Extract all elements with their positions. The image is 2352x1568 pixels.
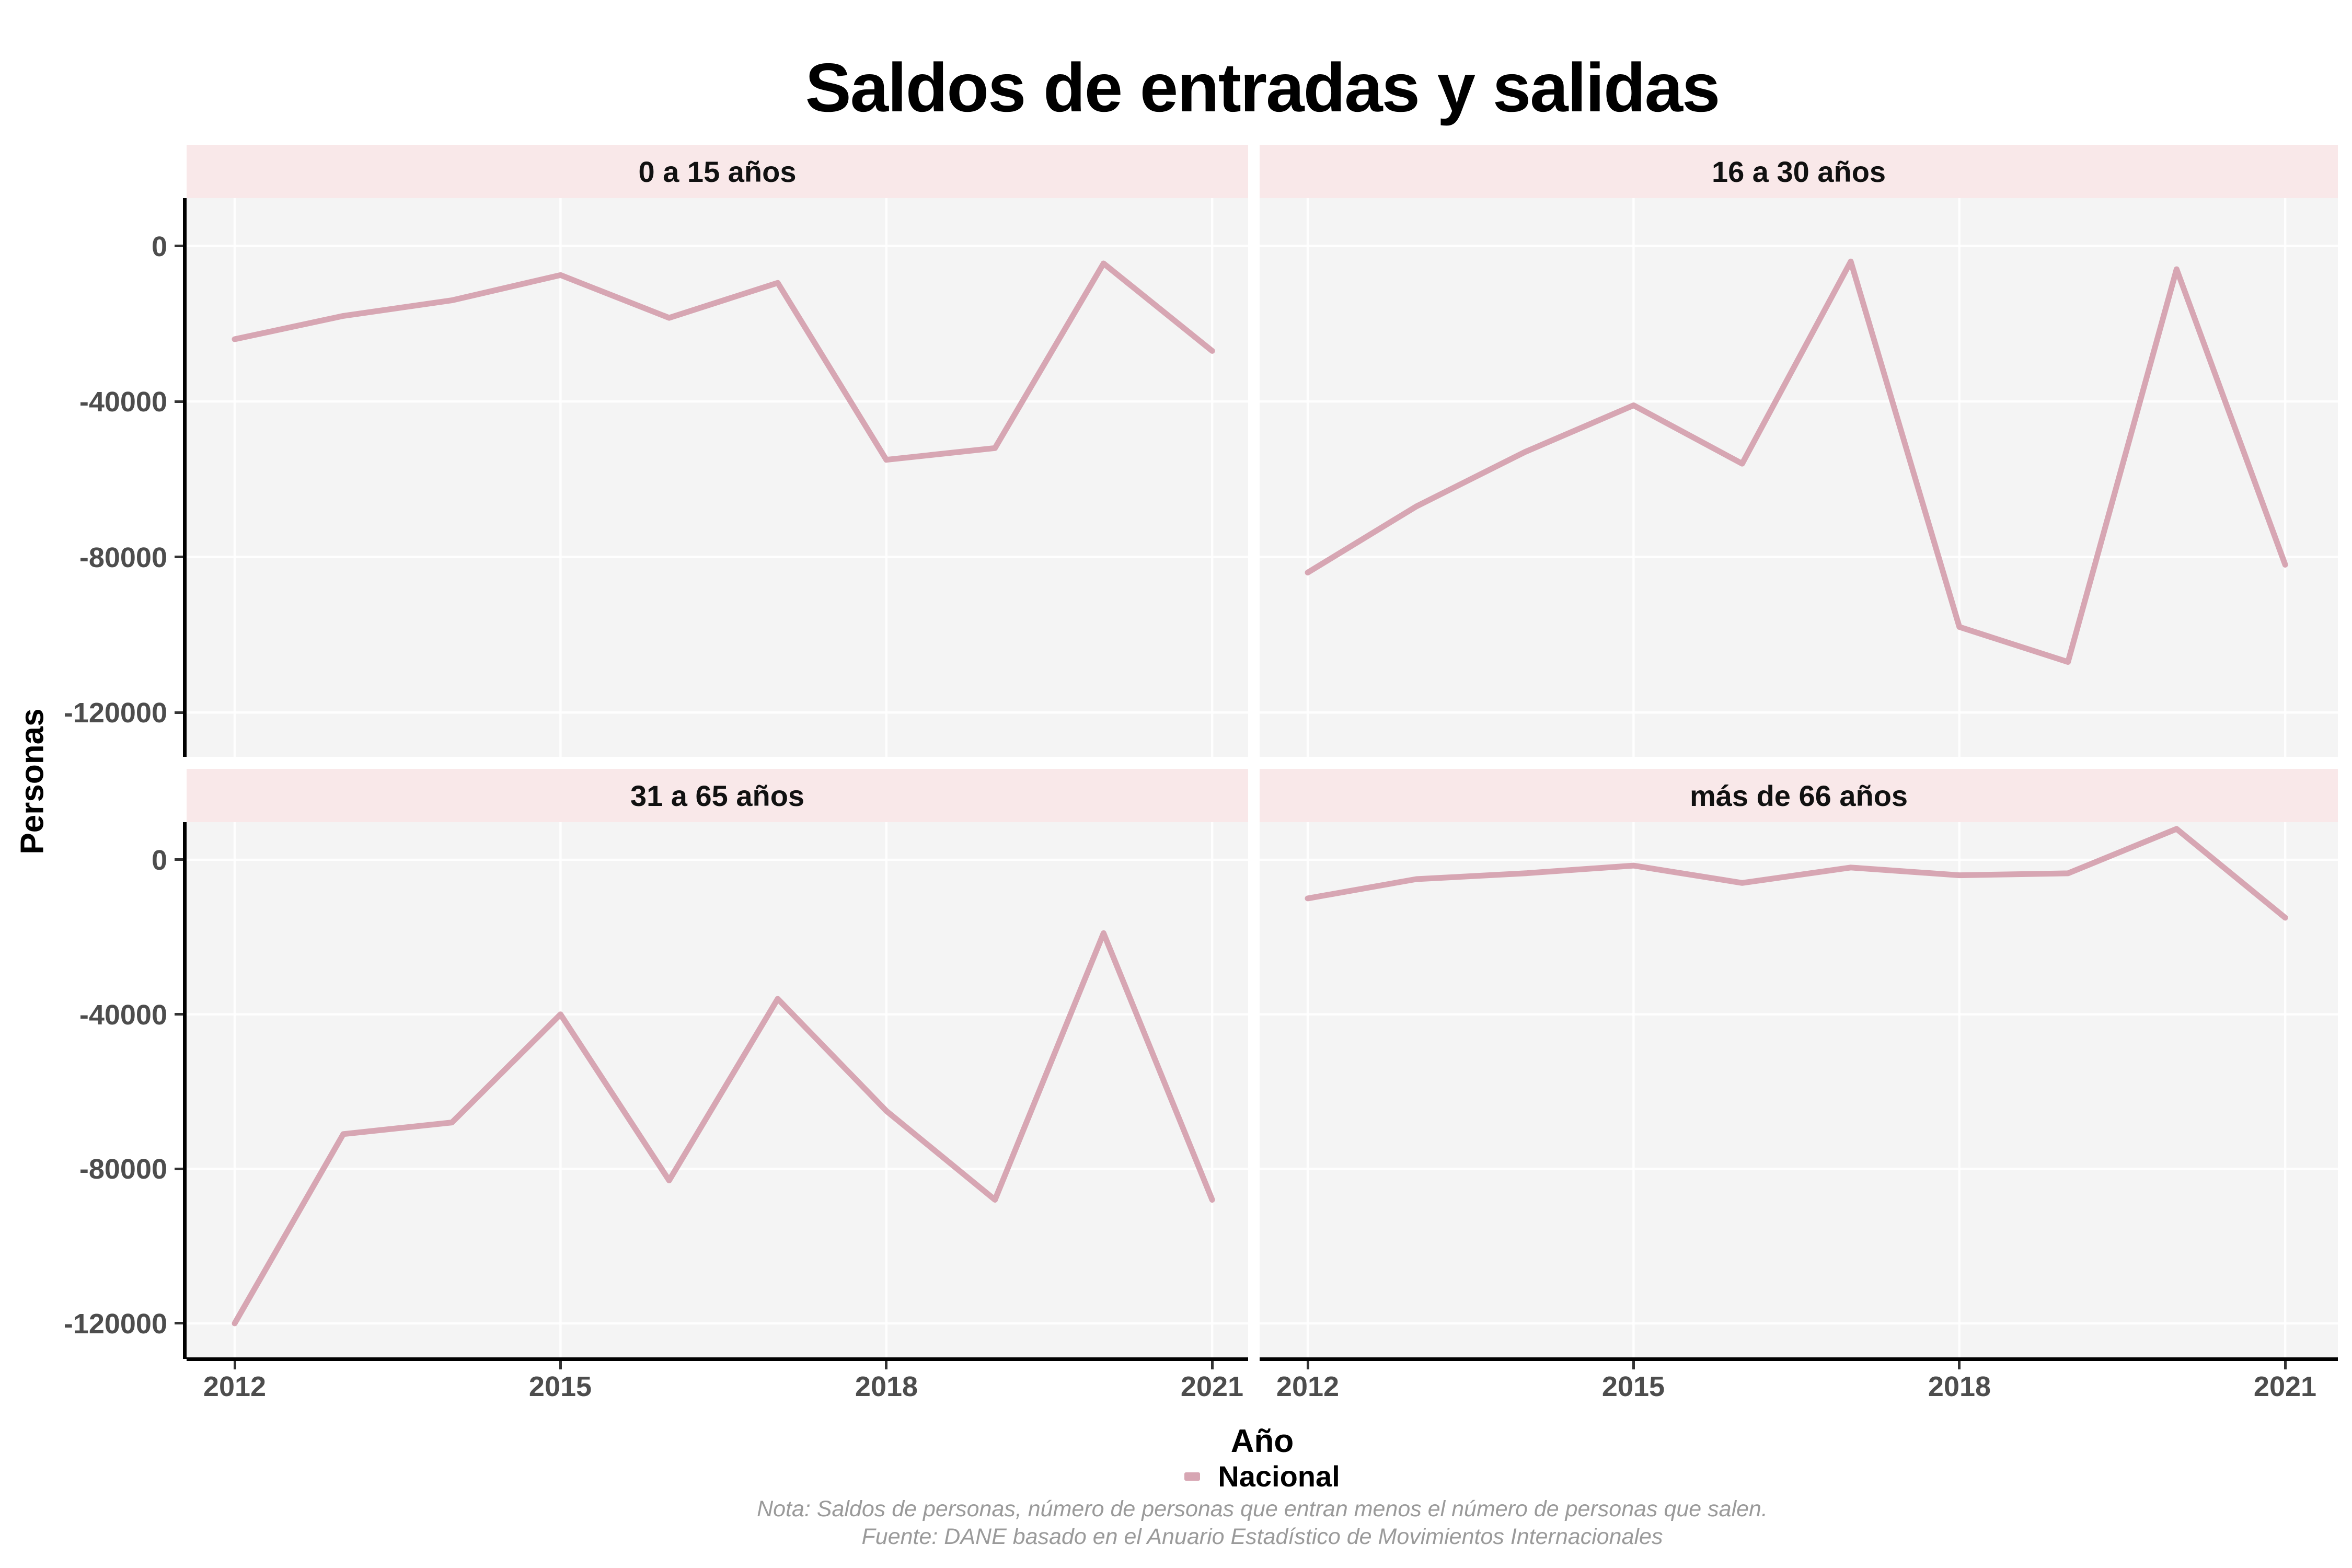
facet-strip-label: 0 a 15 años [638, 155, 797, 188]
x-axis-line [1260, 1357, 2338, 1361]
y-axis-line [183, 198, 187, 757]
legend: Nacional [187, 1459, 2338, 1493]
line-plot-16-30 [1260, 198, 2338, 757]
y-tick-mark [175, 1168, 183, 1170]
x-tick-mark [1211, 1361, 1214, 1369]
line-plot-31-65 [187, 822, 1248, 1359]
y-tick-mark [175, 400, 183, 403]
y-tick-label: 0 [151, 231, 167, 262]
x-tick-label: 2021 [1180, 1371, 1244, 1402]
y-axis-title: Personas [14, 708, 51, 855]
data-line-nacional [232, 930, 1215, 1327]
y-tick-label: -80000 [79, 542, 167, 573]
y-tick-label: -40000 [79, 999, 167, 1031]
facet-panel-16-30 [1260, 198, 2338, 757]
facet-strip-label: más de 66 años [1689, 779, 1908, 812]
facet-strip-0-15: 0 a 15 años [187, 145, 1248, 198]
y-tick-label: 0 [151, 845, 167, 876]
facet-strip-16-30: 16 a 30 años [1260, 145, 2338, 198]
y-axis-line [183, 822, 187, 1359]
x-tick-mark [885, 1361, 887, 1369]
y-tick-label: -120000 [63, 1308, 167, 1340]
data-line-nacional [1305, 826, 2288, 921]
facet-panel-mas-66 [1260, 822, 2338, 1359]
x-axis-line [187, 1357, 1248, 1361]
y-tick-label: -120000 [63, 697, 167, 729]
x-tick-label: 2012 [203, 1371, 267, 1402]
legend-key-line-swatch [1184, 1472, 1201, 1481]
y-tick-label: -80000 [79, 1154, 167, 1185]
x-tick-label: 2015 [528, 1371, 592, 1402]
facet-strip-mas-66: más de 66 años [1260, 769, 2338, 822]
y-tick-mark [175, 1013, 183, 1016]
x-tick-mark [2284, 1361, 2287, 1369]
data-line-nacional [232, 260, 1215, 463]
line-plot-mas-66 [1260, 822, 2338, 1359]
line-plot-0-15 [187, 198, 1248, 757]
y-tick-mark [175, 1322, 183, 1324]
x-tick-mark [234, 1361, 236, 1369]
facet-strip-31-65: 31 a 65 años [187, 769, 1248, 822]
facet-panel-0-15 [187, 198, 1248, 757]
y-tick-mark [175, 858, 183, 861]
x-tick-label: 2021 [2253, 1371, 2317, 1402]
x-tick-mark [1307, 1361, 1309, 1369]
x-tick-mark [1632, 1361, 1635, 1369]
y-tick-mark [175, 711, 183, 714]
facet-panel-31-65 [187, 822, 1248, 1359]
y-tick-mark [175, 245, 183, 247]
legend-label: Nacional [1218, 1460, 1340, 1493]
y-tick-label: -40000 [79, 386, 167, 418]
x-tick-label: 2018 [1928, 1371, 1991, 1402]
x-tick-label: 2018 [855, 1371, 918, 1402]
x-tick-mark [559, 1361, 562, 1369]
note-line: Nota: Saldos de personas, número de pers… [757, 1496, 1768, 1521]
x-tick-mark [1958, 1361, 1961, 1369]
x-axis-title: Año [1230, 1423, 1294, 1459]
facet-strip-label: 16 a 30 años [1711, 155, 1886, 188]
x-tick-label: 2012 [1276, 1371, 1340, 1402]
source-line: Fuente: DANE basado en el Anuario Estadí… [861, 1524, 1663, 1549]
data-line-nacional [1305, 258, 2288, 665]
chart-title: Saldos de entradas y salidas [805, 49, 1721, 126]
y-tick-mark [175, 556, 183, 558]
facet-strip-label: 31 a 65 años [630, 779, 805, 812]
x-tick-label: 2015 [1601, 1371, 1665, 1402]
